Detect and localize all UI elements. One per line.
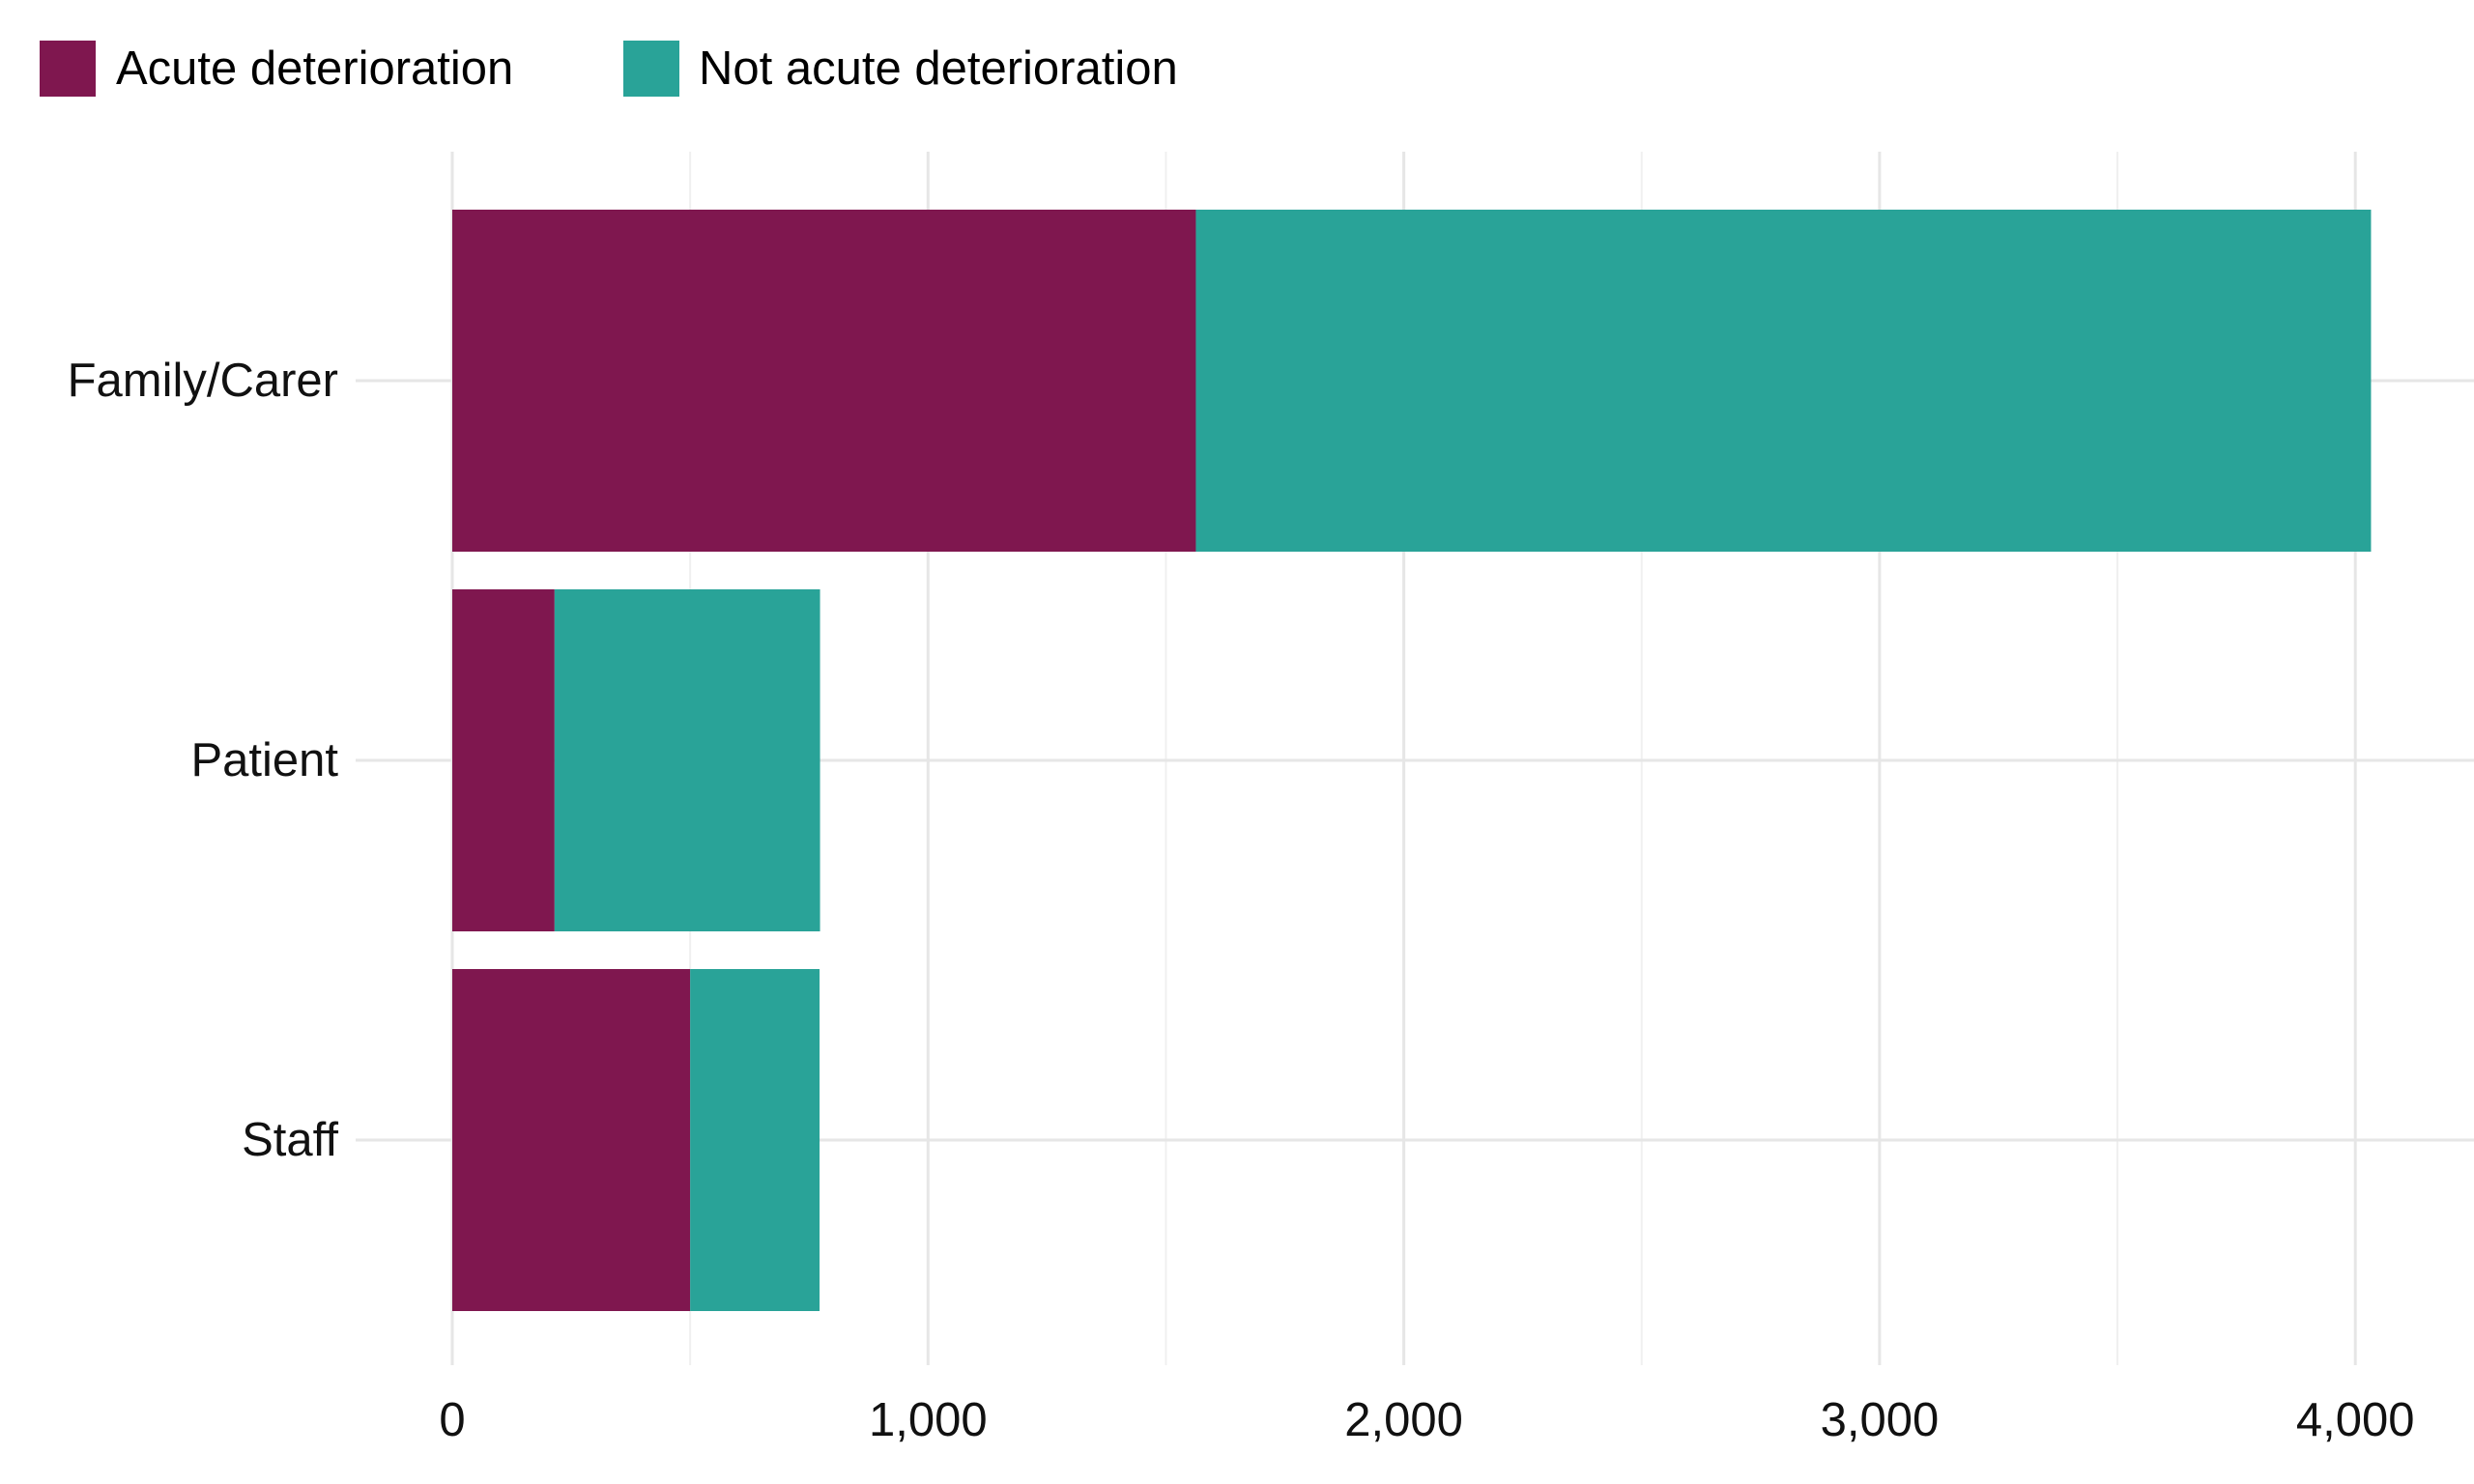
legend-swatch-not-acute-deterioration [623, 41, 679, 97]
bar-family-carer-acute-deterioration [452, 210, 1196, 552]
y-tick-label-staff: Staff [242, 1114, 338, 1166]
x-tick-label: 2,000 [1344, 1394, 1463, 1446]
bar-patient-not-acute-deterioration [554, 589, 820, 931]
bar-staff-acute-deterioration [452, 969, 691, 1311]
x-axis-tick-labels: 0 1,000 2,000 3,000 4,000 [439, 1394, 2414, 1446]
bars [452, 210, 2372, 1311]
y-axis-tick-labels: Family/Carer Patient Staff [68, 355, 339, 1166]
legend-label-acute-deterioration: Acute deterioration [116, 43, 513, 95]
x-tick-label: 0 [439, 1394, 465, 1446]
y-tick-label-patient: Patient [190, 734, 338, 786]
y-tick-label-family-carer: Family/Carer [68, 355, 338, 407]
bar-staff-not-acute-deterioration [690, 969, 820, 1311]
legend-swatch-acute-deterioration [40, 41, 96, 97]
x-tick-label: 3,000 [1821, 1394, 1940, 1446]
legend-label-not-acute-deterioration: Not acute deterioration [699, 43, 1178, 95]
x-tick-label: 4,000 [2296, 1394, 2415, 1446]
bar-family-carer-not-acute-deterioration [1195, 210, 2372, 552]
legend: Acute deterioration Not acute deteriorati… [40, 41, 1178, 97]
x-tick-label: 1,000 [869, 1394, 988, 1446]
bar-patient-acute-deterioration [452, 589, 555, 931]
